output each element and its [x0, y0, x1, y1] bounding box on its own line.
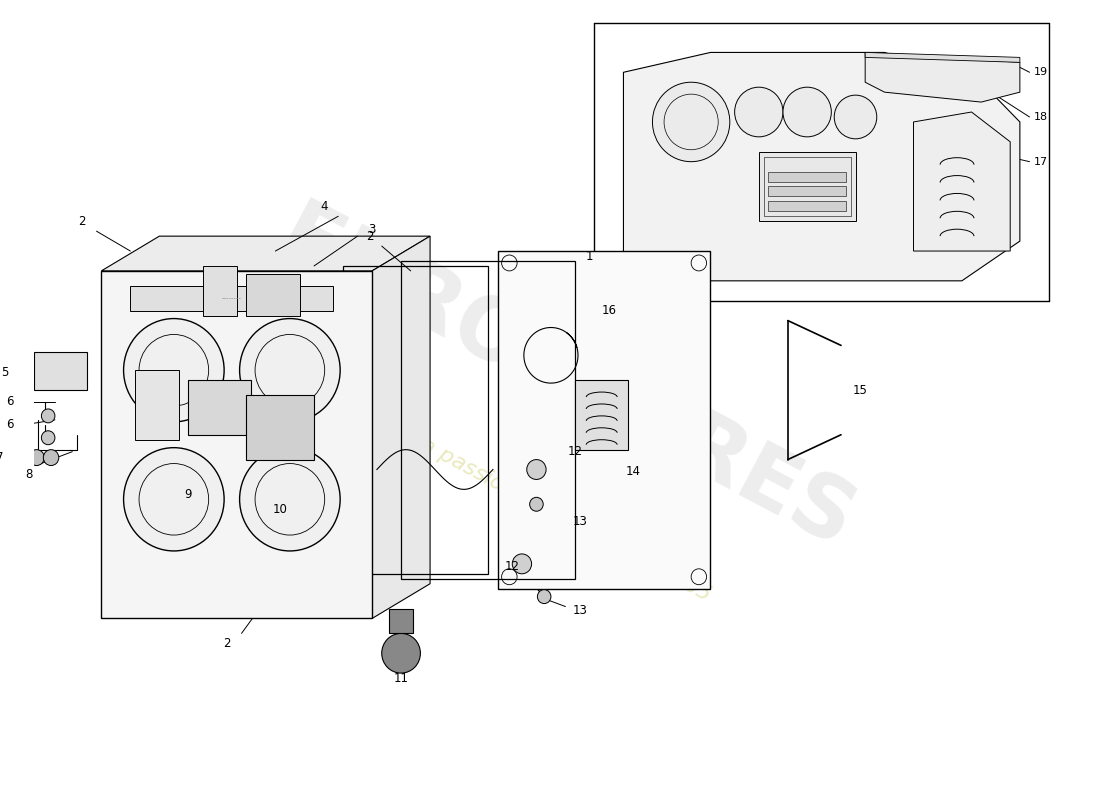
- Text: 6: 6: [6, 418, 13, 431]
- Circle shape: [240, 448, 340, 551]
- Polygon shape: [372, 236, 430, 618]
- Text: 17: 17: [1034, 157, 1048, 166]
- Text: 3: 3: [368, 222, 376, 236]
- Bar: [575, 380, 628, 450]
- Bar: [202, 266, 236, 315]
- Bar: [343, 266, 488, 574]
- Bar: [759, 152, 856, 222]
- Polygon shape: [866, 53, 1020, 102]
- Circle shape: [123, 318, 224, 422]
- Circle shape: [42, 430, 55, 445]
- Text: 19: 19: [1034, 67, 1048, 78]
- Text: 12: 12: [505, 560, 520, 574]
- Circle shape: [783, 87, 832, 137]
- Circle shape: [29, 450, 44, 466]
- Text: EUROSPARES: EUROSPARES: [264, 194, 867, 566]
- Text: 14: 14: [626, 465, 640, 478]
- Bar: [389, 609, 412, 634]
- Text: 2: 2: [78, 214, 86, 228]
- Bar: [101, 271, 372, 618]
- Text: 8: 8: [25, 468, 33, 481]
- Text: 12: 12: [568, 445, 583, 458]
- Bar: [769, 202, 846, 211]
- Bar: [769, 171, 846, 182]
- Circle shape: [527, 459, 546, 479]
- Bar: [246, 395, 314, 459]
- Text: 18: 18: [1034, 112, 1048, 122]
- Text: --------: --------: [222, 296, 242, 302]
- Circle shape: [43, 450, 58, 466]
- Text: 11: 11: [394, 671, 408, 685]
- Circle shape: [735, 87, 783, 137]
- Polygon shape: [866, 53, 1020, 62]
- Circle shape: [42, 409, 55, 423]
- Text: 15: 15: [852, 383, 868, 397]
- Circle shape: [513, 554, 531, 574]
- Text: 9: 9: [185, 488, 192, 501]
- Circle shape: [834, 95, 877, 139]
- Circle shape: [240, 318, 340, 422]
- Bar: [135, 370, 178, 440]
- Bar: [34, 352, 87, 390]
- Bar: [246, 274, 299, 315]
- Polygon shape: [624, 53, 1020, 281]
- Bar: [769, 186, 846, 197]
- Text: 5: 5: [1, 366, 9, 378]
- Bar: [130, 286, 333, 310]
- Bar: [763, 157, 850, 216]
- Polygon shape: [913, 112, 1010, 251]
- Text: 2: 2: [223, 637, 231, 650]
- Circle shape: [538, 590, 551, 603]
- Bar: [402, 261, 575, 578]
- Text: a passion for cars since 1985: a passion for cars since 1985: [417, 434, 714, 605]
- Text: 16: 16: [602, 304, 616, 317]
- Text: 13: 13: [572, 604, 587, 617]
- Text: 2: 2: [366, 230, 374, 242]
- Text: 13: 13: [572, 514, 587, 528]
- Text: 6: 6: [6, 395, 13, 409]
- Text: 1: 1: [586, 250, 593, 262]
- Bar: [498, 251, 711, 589]
- Circle shape: [652, 82, 729, 162]
- Text: 4: 4: [320, 200, 328, 213]
- Circle shape: [530, 498, 543, 511]
- Bar: [188, 380, 251, 434]
- Text: 10: 10: [273, 502, 287, 516]
- Circle shape: [123, 448, 224, 551]
- Polygon shape: [101, 236, 430, 271]
- Text: 7: 7: [0, 451, 3, 464]
- Circle shape: [382, 634, 420, 673]
